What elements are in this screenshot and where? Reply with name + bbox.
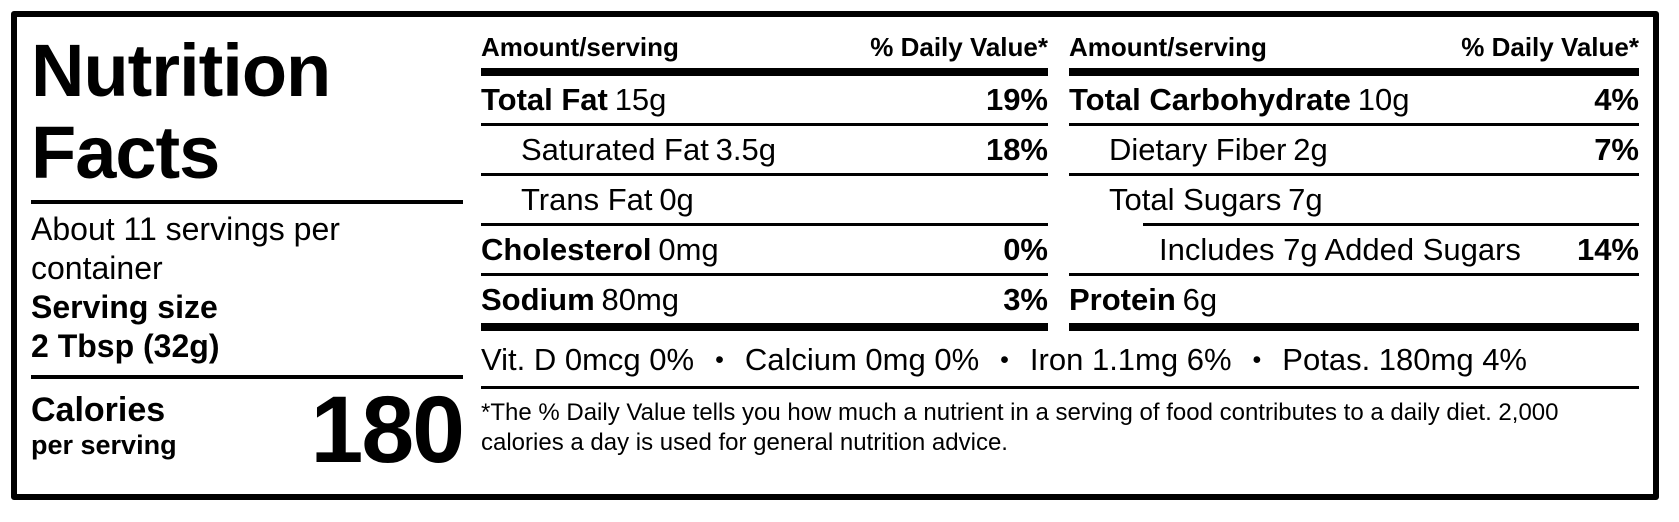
divider [1069,173,1639,176]
nutrient-name: Total Fat [481,81,608,117]
serving-size-label: Serving size [31,289,218,325]
nutrient-amount: 15g [614,81,667,117]
nutrient-amount: 2g [1293,131,1328,167]
nutrient-name: Saturated Fat [521,131,709,167]
nutrient-name: Total Carbohydrate [1069,81,1351,117]
divider [481,173,1048,176]
nutrient-amount: 80mg [601,281,680,317]
daily-value: 0% [1003,231,1048,267]
nutrient-name: Trans Fat [521,181,653,217]
nutrient-name: Cholesterol [481,231,652,267]
daily-value: 14% [1576,231,1639,267]
daily-value-footnote: *The % Daily Value tells you how much a … [481,399,1559,456]
daily-value: 7% [1594,131,1639,167]
divider [481,273,1048,276]
divider [481,386,1639,389]
nutrient-row-total-fat: Total Fat 15g 19% [481,76,1048,123]
identity-column: Nutrition Facts About 11 servings per co… [31,29,465,494]
divider [1069,273,1639,276]
calories-section: Calories per serving 180 [31,377,465,483]
nutrient-column-carb-protein: Amount/serving % Daily Value* Total Carb… [1069,30,1639,331]
nutrient-amount: 10g [1357,81,1410,117]
nutrient-row-saturated-fat: Saturated Fat 3.5g 18% [481,126,1048,173]
thick-bar [481,68,1048,76]
calories-sublabel: per serving [31,430,177,460]
nutrient-amount: 0g [659,181,694,217]
daily-value: 3% [1003,281,1048,317]
nutrient-columns: Amount/serving % Daily Value* Total Fat 1… [481,30,1639,331]
calories-labels: Calories per serving [31,391,177,461]
divider [31,375,463,379]
nutrient-row-added-sugars: Includes 7g Added Sugars 14% [1069,226,1639,273]
bullet-separator-icon: • [1000,345,1009,374]
nutrient-amount: 7g [1288,181,1323,217]
micronutrients-line: Vit. D 0mcg 0% • Calcium 0mg 0% • Iron 1… [481,342,1639,378]
nutrient-name: Total Sugars [1109,181,1282,217]
servings-per-container: About 11 servings per container [31,211,340,286]
thick-bar [481,323,1048,331]
column-header: Amount/serving % Daily Value* [481,30,1048,68]
bullet-separator-icon: • [1252,345,1262,374]
amount-serving-header: Amount/serving [1069,32,1267,62]
nutrient-amount: 0mg [658,231,719,267]
nutrient-row-sodium: Sodium 80mg 3% [481,276,1048,323]
serving-size-value: 2 Tbsp (32g) [31,328,220,364]
micronutrient-potassium: Potas. 180mg 4% [1282,342,1527,377]
nutrient-row-total-sugars: Total Sugars 7g [1069,176,1639,223]
divider-indented [1143,223,1639,226]
nutrient-section: Amount/serving % Daily Value* Total Fat 1… [481,30,1639,494]
daily-value-header: % Daily Value* [870,32,1048,62]
nutrient-row-dietary-fiber: Dietary Fiber 2g 7% [1069,126,1639,173]
micronutrient-calcium: Calcium 0mg 0% [744,342,980,377]
micronutrient-vitamin-d: Vit. D 0mcg 0% [481,342,695,377]
nutrient-name: Includes 7g Added Sugars [1159,231,1521,267]
daily-value-header: % Daily Value* [1461,32,1639,62]
micronutrient-iron: Iron 1.1mg 6% [1029,342,1232,377]
daily-value: 4% [1594,81,1639,117]
nutrient-name: Sodium [481,281,595,317]
nutrient-column-fat-sodium: Amount/serving % Daily Value* Total Fat 1… [481,30,1048,331]
divider [31,200,463,204]
divider [481,223,1048,226]
divider [481,123,1048,126]
column-header: Amount/serving % Daily Value* [1069,30,1639,68]
daily-value: 19% [985,81,1048,117]
nutrient-name: Dietary Fiber [1109,131,1287,167]
label-title: Nutrition Facts [31,29,331,194]
bullet-separator-icon: • [715,345,724,374]
nutrient-row-total-carbohydrate: Total Carbohydrate 10g 4% [1069,76,1639,123]
daily-value: 18% [985,131,1048,167]
divider [1069,123,1639,126]
calories-value: 180 [310,377,465,483]
thick-bar [1069,68,1639,76]
nutrient-name: Protein [1069,281,1176,317]
nutrient-row-protein: Protein 6g [1069,276,1639,323]
nutrient-row-trans-fat: Trans Fat 0g [481,176,1048,223]
amount-serving-header: Amount/serving [481,32,679,62]
calories-label: Calories [31,391,166,429]
nutrient-amount: 6g [1182,281,1218,317]
nutrient-row-cholesterol: Cholesterol 0mg 0% [481,226,1048,273]
nutrient-amount: 3.5g [715,131,776,167]
thick-bar [1069,323,1639,331]
nutrition-facts-label: Nutrition Facts About 11 servings per co… [11,11,1659,500]
